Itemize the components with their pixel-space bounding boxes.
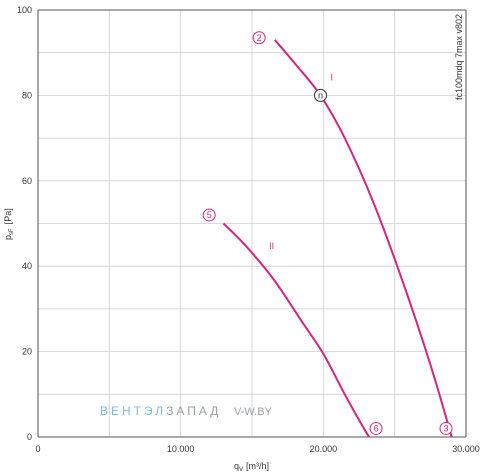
watermark-brand: ВЕНТЭЛЗАПАД: [100, 404, 221, 418]
watermark-brand-dark: ЗАПАД: [166, 404, 221, 418]
x-tick-label: 0: [35, 444, 40, 454]
y-axis-label: psF [Pa]: [3, 208, 15, 240]
curve-marker-circle: [252, 31, 266, 45]
model-side-note: fc100mdq 7max v802: [454, 14, 464, 100]
curve-marker-label: 5: [207, 210, 212, 220]
y-axis-label-unit: [Pa]: [3, 208, 13, 224]
curve-marker-label: 6: [374, 423, 379, 433]
curve-marker-circle: [202, 208, 216, 222]
x-axis-label: qV [m³/h]: [234, 461, 269, 473]
y-axis-label-main: p: [3, 235, 13, 240]
series-line-1: [274, 39, 453, 438]
watermark-brand-light: ВЕНТЭЛ: [100, 404, 166, 418]
x-tick-label: 20.000: [310, 444, 338, 454]
x-tick-label: 10.000: [167, 444, 195, 454]
y-tick-label: 60: [22, 176, 32, 186]
curve-labels: III: [269, 72, 333, 251]
y-tick-label: 0: [27, 432, 32, 442]
y-axis-label-sub: sF: [9, 228, 15, 235]
series-curves: [222, 39, 453, 438]
curve-marker-label: n: [318, 90, 323, 100]
curve-marker: n: [313, 88, 327, 102]
curve-label: II: [269, 241, 274, 251]
y-tick-label: 80: [22, 90, 32, 100]
series-line-2: [222, 222, 370, 438]
curve-marker-label: 2: [257, 33, 262, 43]
x-tick-label: 30.000: [452, 444, 480, 454]
y-tick-label: 20: [22, 347, 32, 357]
curve-marker: 5: [202, 208, 216, 222]
curve-marker-circle: [439, 421, 453, 435]
curve-markers: 2 n 3 5 6: [202, 31, 453, 435]
y-tick-label: 40: [22, 261, 32, 271]
y-tick-label: 100: [17, 5, 32, 15]
curve-marker-label: 3: [444, 423, 449, 433]
axes: [37, 9, 467, 438]
x-axis-label-sub: V: [239, 467, 243, 473]
x-tick-labels: 0 10.000 20.000 30.000: [35, 444, 479, 454]
x-axis-label-main: q: [234, 461, 239, 471]
watermark-domain: V-W.BY: [234, 406, 273, 418]
curve-marker: 2: [252, 31, 266, 45]
x-axis-label-unit: [m³/h]: [246, 461, 269, 471]
curve-label: I: [330, 72, 333, 82]
curve-marker: 3: [439, 421, 453, 435]
curve-marker-circle: [369, 421, 383, 435]
y-tick-labels: 0 20 40 60 80 100: [17, 5, 32, 442]
curve-marker-circle: [313, 88, 327, 102]
grid-lines: [38, 10, 466, 437]
curve-marker: 6: [369, 421, 383, 435]
